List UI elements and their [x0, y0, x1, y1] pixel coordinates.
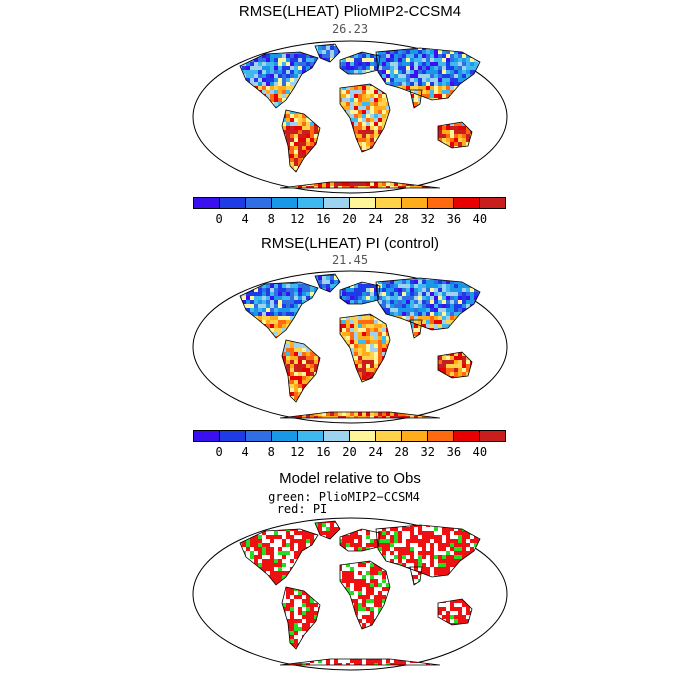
panel1-colorbar [193, 197, 506, 209]
colorbar-tick-label: 24 [368, 445, 383, 459]
coastline-india [409, 89, 423, 109]
colorbar-tick-label: 8 [267, 212, 275, 226]
colorbar-tick-label: 40 [472, 212, 488, 226]
coastline-greenland [314, 520, 341, 540]
colorbar-tick-label: 24 [368, 212, 383, 226]
panel2-colorbar-ticks: 0 4 8 12 16 20 24 28 32 36 40 [193, 445, 506, 459]
colorbar-swatch [324, 198, 350, 208]
coastline-europe [339, 51, 381, 75]
colorbar-tick-label: 4 [241, 212, 249, 226]
panel2-rmse-value: 21.45 [331, 253, 369, 267]
colorbar-swatch [272, 431, 298, 441]
colorbar-tick-label: 36 [446, 445, 462, 459]
colorbar-swatch [220, 431, 246, 441]
colorbar-swatch [376, 431, 402, 441]
colorbar-tick-label: 32 [420, 445, 435, 459]
coastline-africa [339, 560, 391, 630]
panel1-title: RMSE(LHEAT) PlioMIP2-CCSM4 [238, 3, 462, 20]
colorbar-swatch [480, 431, 505, 441]
colorbar-swatch [220, 198, 246, 208]
coastline-south-america [281, 586, 321, 650]
colorbar-swatch [376, 198, 402, 208]
colorbar-tick-label: 40 [472, 445, 488, 459]
coastline-india [409, 319, 423, 339]
colorbar-tick-label: 32 [420, 212, 435, 226]
panel2-title: RMSE(LHEAT) PI (control) [260, 235, 440, 252]
colorbar-tick-label: 0 [215, 445, 223, 459]
panel3-title: Model relative to Obs [279, 470, 421, 487]
coastline-south-america [281, 339, 321, 403]
colorbar-swatch [272, 198, 298, 208]
colorbar-swatch [454, 198, 480, 208]
panel1-colorbar-ticks: 0 4 8 12 16 20 24 28 32 36 40 [193, 212, 506, 226]
coastline-antarctica [279, 658, 441, 666]
colorbar-swatch [350, 198, 376, 208]
colorbar-swatch [402, 431, 428, 441]
colorbar-tick-label: 4 [241, 445, 249, 459]
colorbar-tick-label: 20 [342, 445, 357, 459]
coastline-north-america [239, 51, 319, 109]
coastline-north-america [239, 281, 319, 339]
coastline-antarctica [279, 411, 441, 419]
coastline-north-america [239, 528, 319, 586]
coastline-europe [339, 281, 381, 305]
coastline-south-america [281, 109, 321, 173]
colorbar-tick-label: 12 [290, 212, 305, 226]
colorbar-swatch [350, 431, 376, 441]
colorbar-tick-label: 0 [215, 212, 223, 226]
legend-red: red: PI [276, 502, 328, 516]
coastline-antarctica [279, 181, 441, 189]
colorbar-tick-label: 16 [316, 445, 331, 459]
coastline-africa [339, 313, 391, 383]
coastline-europe [339, 528, 381, 552]
colorbar-tick-label: 20 [342, 212, 357, 226]
colorbar-tick-label: 28 [394, 212, 409, 226]
colorbar-swatch [480, 198, 505, 208]
colorbar-swatch [194, 198, 220, 208]
colorbar-swatch [428, 431, 454, 441]
coastline-greenland [314, 43, 341, 63]
colorbar-swatch [428, 198, 454, 208]
panel1-rmse-value: 26.23 [331, 22, 369, 36]
colorbar-swatch [298, 431, 324, 441]
colorbar-swatch [298, 198, 324, 208]
colorbar-tick-label: 36 [446, 212, 462, 226]
colorbar-swatch [324, 431, 350, 441]
coastline-africa [339, 83, 391, 153]
panel3-map [192, 517, 508, 671]
colorbar-tick-label: 16 [316, 212, 331, 226]
coastline-greenland [314, 273, 341, 293]
colorbar-tick-label: 8 [267, 445, 275, 459]
coastline-australia [437, 121, 473, 149]
colorbar-swatch [246, 198, 272, 208]
colorbar-swatch [246, 431, 272, 441]
coastline-australia [437, 351, 473, 379]
legend-green: green: PlioMIP2−CCSM4 [268, 490, 420, 504]
coastline-australia [437, 598, 473, 626]
coastline-asia [375, 524, 481, 578]
colorbar-tick-label: 12 [290, 445, 305, 459]
panel1-map [192, 40, 508, 194]
coastline-india [409, 566, 423, 586]
colorbar-swatch [454, 431, 480, 441]
coastline-asia [375, 277, 481, 331]
panel2-map [192, 270, 508, 424]
colorbar-tick-label: 28 [394, 445, 409, 459]
coastline-asia [375, 47, 481, 101]
colorbar-swatch [194, 431, 220, 441]
panel2-colorbar [193, 430, 506, 442]
colorbar-swatch [402, 198, 428, 208]
